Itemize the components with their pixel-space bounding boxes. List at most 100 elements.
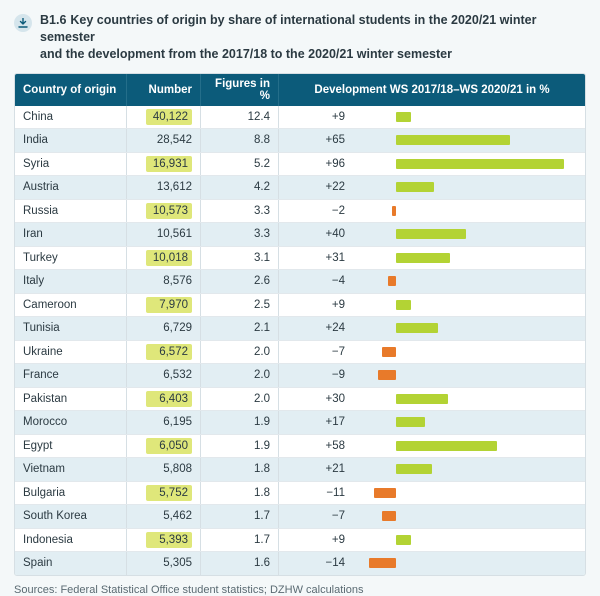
cell-number: 5,305 bbox=[127, 552, 201, 575]
page: B1.6Key countries of origin by share of … bbox=[0, 0, 600, 570]
download-icon[interactable] bbox=[14, 14, 32, 32]
cell-number: 5,752 bbox=[127, 482, 201, 505]
cell-number: 8,576 bbox=[127, 270, 201, 293]
cell-number: 10,573 bbox=[127, 200, 201, 223]
table-row: Pakistan6,4032.0+30 bbox=[15, 387, 585, 411]
cell-number: 7,970 bbox=[127, 294, 201, 317]
cell-dev: +9 bbox=[279, 294, 585, 317]
dev-bar-zone bbox=[357, 462, 571, 476]
cell-dev: +9 bbox=[279, 106, 585, 129]
cell-pct: 1.7 bbox=[201, 505, 279, 528]
table-row: India28,5428.8+65 bbox=[15, 128, 585, 152]
cell-dev: −14 bbox=[279, 552, 585, 575]
header-country: Country of origin bbox=[15, 74, 127, 106]
cell-pct: 3.3 bbox=[201, 200, 279, 223]
cell-pct: 1.8 bbox=[201, 482, 279, 505]
table-row: Morocco6,1951.9+17 bbox=[15, 410, 585, 434]
table-row: Syria16,9315.2+96 bbox=[15, 152, 585, 176]
dev-bar-zone bbox=[357, 368, 571, 382]
cell-country: Syria bbox=[15, 153, 127, 176]
data-table: Country of origin Number Figures in % De… bbox=[14, 73, 586, 576]
dev-bar bbox=[396, 300, 412, 310]
dev-value: +9 bbox=[287, 111, 357, 123]
cell-country: Turkey bbox=[15, 247, 127, 270]
cell-dev: +96 bbox=[279, 153, 585, 176]
dev-bar-zone bbox=[357, 133, 571, 147]
table-header-row: Country of origin Number Figures in % De… bbox=[15, 74, 585, 106]
cell-dev: −7 bbox=[279, 341, 585, 364]
table-row: Spain5,3051.6−14 bbox=[15, 551, 585, 575]
cell-country: Egypt bbox=[15, 435, 127, 458]
cell-pct: 1.7 bbox=[201, 529, 279, 552]
dev-bar-zone bbox=[357, 274, 571, 288]
dev-value: −11 bbox=[287, 487, 357, 499]
dev-bar bbox=[396, 229, 466, 239]
cell-pct: 3.3 bbox=[201, 223, 279, 246]
dev-bar-zone bbox=[357, 392, 571, 406]
cell-dev: +30 bbox=[279, 388, 585, 411]
dev-bar bbox=[396, 159, 564, 169]
heading: B1.6Key countries of origin by share of … bbox=[14, 12, 586, 63]
dev-value: −7 bbox=[287, 346, 357, 358]
chart-title-line2: and the development from the 2017/18 to … bbox=[40, 47, 452, 61]
dev-bar bbox=[382, 511, 395, 521]
table-row: Austria13,6124.2+22 bbox=[15, 175, 585, 199]
dev-bar bbox=[396, 323, 438, 333]
dev-bar-zone bbox=[357, 345, 571, 359]
dev-bar bbox=[396, 464, 433, 474]
dev-bar bbox=[396, 441, 498, 451]
dev-value: +21 bbox=[287, 463, 357, 475]
cell-pct: 2.6 bbox=[201, 270, 279, 293]
cell-pct: 3.1 bbox=[201, 247, 279, 270]
cell-country: India bbox=[15, 129, 127, 152]
table-row: Iran10,5613.3+40 bbox=[15, 222, 585, 246]
dev-bar-zone bbox=[357, 556, 571, 570]
dev-value: −7 bbox=[287, 510, 357, 522]
table-row: Ukraine6,5722.0−7 bbox=[15, 340, 585, 364]
cell-dev: +21 bbox=[279, 458, 585, 481]
chart-code: B1.6 bbox=[40, 13, 66, 27]
cell-pct: 4.2 bbox=[201, 176, 279, 199]
cell-number: 6,532 bbox=[127, 364, 201, 387]
cell-number: 10,018 bbox=[127, 247, 201, 270]
dev-bar bbox=[396, 253, 450, 263]
table-row: France6,5322.0−9 bbox=[15, 363, 585, 387]
cell-dev: +58 bbox=[279, 435, 585, 458]
table-row: Turkey10,0183.1+31 bbox=[15, 246, 585, 270]
cell-dev: −4 bbox=[279, 270, 585, 293]
cell-number: 6,572 bbox=[127, 341, 201, 364]
cell-number: 13,612 bbox=[127, 176, 201, 199]
cell-dev: +40 bbox=[279, 223, 585, 246]
dev-bar bbox=[388, 276, 396, 286]
table-row: Russia10,5733.3−2 bbox=[15, 199, 585, 223]
dev-bar-zone bbox=[357, 227, 571, 241]
table-row: China40,12212.4+9 bbox=[15, 106, 585, 129]
dev-bar-zone bbox=[357, 486, 571, 500]
dev-bar-zone bbox=[357, 533, 571, 547]
cell-number: 6,729 bbox=[127, 317, 201, 340]
dev-value: +58 bbox=[287, 440, 357, 452]
cell-dev: +17 bbox=[279, 411, 585, 434]
table-row: Indonesia5,3931.7+9 bbox=[15, 528, 585, 552]
cell-dev: +65 bbox=[279, 129, 585, 152]
dev-bar bbox=[396, 417, 426, 427]
cell-number: 6,195 bbox=[127, 411, 201, 434]
dev-value: +9 bbox=[287, 534, 357, 546]
dev-bar-zone bbox=[357, 298, 571, 312]
dev-bar-zone bbox=[357, 415, 571, 429]
header-pct: Figures in % bbox=[201, 74, 279, 106]
cell-dev: +24 bbox=[279, 317, 585, 340]
chart-title-line1: Key countries of origin by share of inte… bbox=[40, 13, 536, 44]
cell-country: Ukraine bbox=[15, 341, 127, 364]
sources-text: Sources: Federal Statistical Office stud… bbox=[14, 584, 586, 596]
dev-bar-zone bbox=[357, 204, 571, 218]
cell-country: Austria bbox=[15, 176, 127, 199]
cell-dev: +9 bbox=[279, 529, 585, 552]
table-row: South Korea5,4621.7−7 bbox=[15, 504, 585, 528]
dev-value: +9 bbox=[287, 299, 357, 311]
cell-number: 6,403 bbox=[127, 388, 201, 411]
dev-bar bbox=[396, 112, 412, 122]
dev-bar bbox=[396, 182, 435, 192]
cell-number: 40,122 bbox=[127, 106, 201, 129]
table-row: Tunisia6,7292.1+24 bbox=[15, 316, 585, 340]
